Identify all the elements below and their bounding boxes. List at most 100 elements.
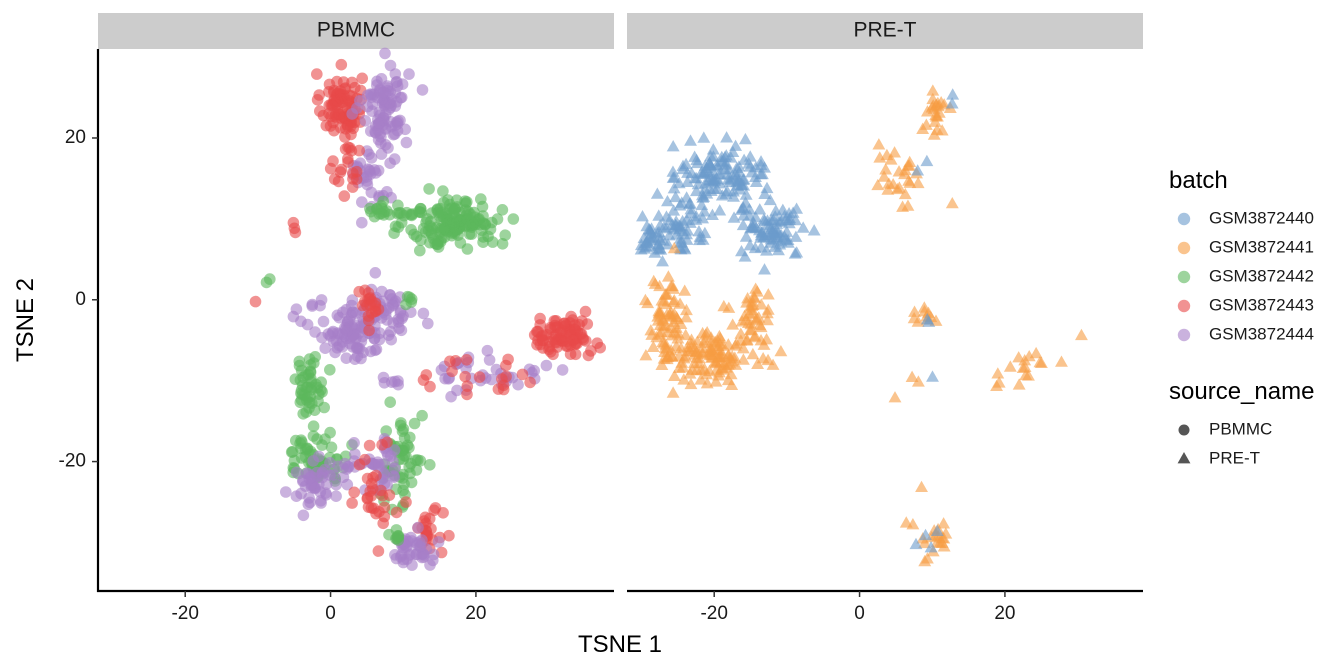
data-point	[700, 367, 713, 380]
data-point	[726, 318, 740, 330]
data-point	[369, 267, 382, 279]
data-point	[416, 84, 429, 96]
data-point	[449, 227, 461, 239]
data-point	[710, 182, 724, 195]
legend-label-batch: GSM3872441	[1209, 237, 1314, 256]
data-point	[316, 439, 328, 451]
data-point	[594, 341, 606, 354]
data-point	[249, 295, 262, 308]
data-point	[379, 47, 391, 60]
data-point	[392, 530, 404, 542]
data-point	[790, 246, 804, 258]
data-point	[697, 205, 711, 217]
data-point	[661, 194, 674, 207]
data-point	[544, 346, 557, 358]
data-point	[448, 218, 460, 230]
data-point	[729, 358, 743, 370]
data-point	[325, 441, 338, 454]
data-point	[585, 345, 597, 357]
data-point	[446, 365, 458, 378]
data-point	[915, 480, 928, 493]
points-layer-pbmmc	[249, 47, 606, 571]
data-point	[404, 431, 416, 444]
data-point	[438, 231, 451, 243]
data-point	[747, 290, 760, 302]
legend-label-source-name: PRE-T	[1209, 448, 1260, 467]
data-point	[712, 167, 726, 180]
data-point	[500, 359, 512, 372]
data-point	[747, 220, 761, 233]
data-point	[364, 485, 377, 498]
data-point	[473, 371, 486, 383]
data-point	[406, 559, 418, 571]
data-point	[667, 204, 681, 216]
data-point	[332, 108, 345, 120]
data-point	[735, 244, 748, 257]
data-point	[356, 299, 369, 312]
data-point	[880, 148, 894, 161]
data-point	[303, 472, 316, 485]
y-tick-label: 0	[75, 289, 86, 310]
data-point	[712, 369, 725, 381]
data-point	[758, 263, 771, 275]
data-point	[638, 293, 652, 306]
data-point	[736, 218, 750, 231]
data-point	[767, 226, 781, 239]
data-point	[690, 156, 704, 169]
data-point	[676, 361, 690, 373]
legend-key-circle	[1177, 299, 1191, 313]
data-point	[476, 200, 489, 213]
data-point	[754, 155, 768, 167]
facet-label-pre-t: PRE-T	[854, 19, 917, 42]
data-point	[753, 203, 767, 215]
data-point	[295, 394, 308, 406]
data-point	[713, 204, 727, 216]
data-point	[459, 370, 472, 383]
y-axis-title: TSNE 2	[12, 278, 39, 362]
data-point	[524, 376, 536, 389]
data-point	[388, 462, 401, 475]
data-point	[640, 219, 654, 232]
data-point	[742, 157, 756, 169]
data-point	[690, 335, 704, 347]
data-point	[734, 327, 748, 339]
data-point	[356, 72, 369, 85]
data-point	[761, 288, 775, 300]
data-point	[872, 138, 886, 150]
data-point	[678, 284, 692, 296]
data-point	[324, 120, 337, 132]
data-point	[491, 213, 504, 225]
data-point	[363, 439, 376, 452]
data-point	[668, 369, 681, 381]
data-point	[307, 420, 320, 433]
data-point	[732, 160, 746, 172]
data-point	[717, 363, 731, 375]
data-point	[359, 284, 371, 297]
data-point	[311, 68, 323, 80]
data-point	[477, 236, 489, 248]
data-point	[684, 206, 698, 219]
data-point	[758, 187, 772, 199]
data-point	[742, 307, 756, 319]
legend-source-name-entries: PBMMC PRE-T	[1177, 419, 1272, 467]
data-point	[756, 352, 770, 364]
y-tick-label: 20	[65, 127, 86, 148]
data-point	[639, 348, 653, 361]
data-point	[304, 496, 316, 509]
data-point	[454, 237, 467, 249]
data-point	[757, 230, 771, 243]
data-point	[696, 212, 710, 224]
data-point	[332, 460, 344, 473]
legend-key-circle	[1178, 424, 1190, 436]
data-point	[300, 381, 313, 394]
data-point	[656, 335, 670, 347]
data-point	[677, 373, 691, 385]
data-point	[684, 134, 697, 146]
data-point	[393, 207, 406, 219]
x-axis-title: TSNE 1	[578, 631, 662, 658]
data-point	[760, 244, 773, 256]
data-point	[669, 190, 683, 203]
data-point	[679, 157, 693, 170]
data-point	[373, 117, 385, 129]
